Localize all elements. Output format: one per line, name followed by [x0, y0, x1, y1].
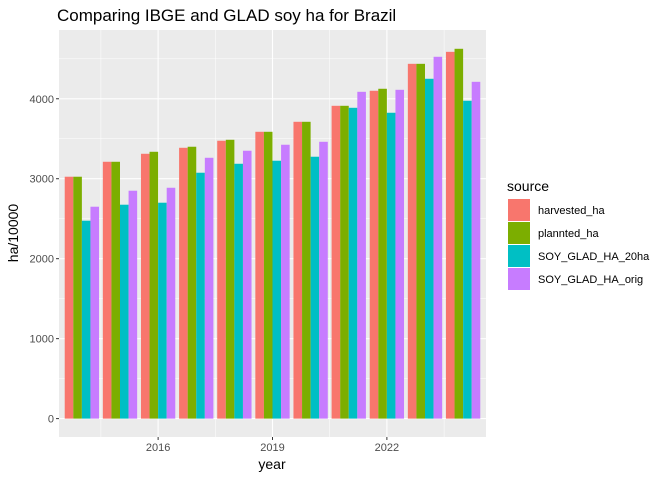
bar-soy-glad-ha-20ha	[196, 172, 205, 419]
bar-harvested-ha	[140, 153, 150, 419]
bar-harvested-ha	[179, 147, 188, 419]
bar-plannted-ha	[187, 146, 197, 419]
bar-soy-glad-ha-orig	[204, 157, 214, 419]
legend-label: SOY_GLAD_HA_orig	[538, 274, 643, 286]
y-tick-label: 3000	[30, 174, 54, 186]
bar-plannted-ha	[149, 151, 159, 419]
bar-plannted-ha	[340, 105, 349, 419]
bar-harvested-ha	[102, 161, 112, 419]
y-tick-label: 1000	[30, 334, 54, 346]
bar-soy-glad-ha-20ha	[348, 107, 358, 419]
legend-label: plannted_ha	[538, 228, 599, 240]
bar-plannted-ha	[111, 161, 120, 419]
bar-plannted-ha	[416, 63, 425, 419]
bar-soy-glad-ha-20ha	[386, 112, 396, 419]
bar-soy-glad-ha-20ha	[272, 160, 282, 419]
legend-key	[508, 222, 530, 244]
bar-harvested-ha	[445, 51, 455, 419]
x-tick-label: 2016	[146, 442, 170, 454]
y-tick-label: 0	[48, 414, 54, 426]
bar-soy-glad-ha-orig	[433, 56, 443, 419]
bar-soy-glad-ha-orig	[319, 141, 328, 419]
bar-harvested-ha	[293, 121, 303, 419]
legend-title: source	[507, 178, 549, 194]
legend-label: SOY_GLAD_HA_20ha	[538, 251, 650, 263]
y-tick-label: 4000	[30, 94, 54, 106]
bar-soy-glad-ha-20ha	[81, 220, 91, 419]
x-tick-label: 2022	[375, 442, 399, 454]
bar-plannted-ha	[378, 88, 387, 419]
bar-soy-glad-ha-20ha	[425, 78, 434, 419]
legend-key	[508, 245, 530, 267]
bar-harvested-ha	[369, 90, 379, 419]
bar-soy-glad-ha-orig	[166, 187, 176, 419]
bar-harvested-ha	[407, 63, 417, 419]
bar-soy-glad-ha-orig	[128, 190, 138, 419]
bar-soy-glad-ha-orig	[281, 144, 290, 419]
bar-plannted-ha	[302, 121, 311, 419]
bar-plannted-ha	[73, 176, 82, 419]
legend: source harvested_ha plannted_ha SOY_GLAD_H…	[507, 178, 650, 290]
x-axis-label: year	[258, 456, 286, 472]
bar-harvested-ha	[255, 131, 264, 419]
legend-key	[508, 268, 530, 290]
bar-soy-glad-ha-20ha	[158, 202, 167, 419]
bar-soy-glad-ha-orig	[471, 81, 481, 419]
bar-soy-glad-ha-orig	[242, 150, 252, 419]
y-tick-label: 2000	[30, 254, 54, 266]
legend-label: harvested_ha	[538, 205, 606, 217]
y-axis-label: ha/10000	[5, 204, 21, 263]
bar-soy-glad-ha-orig	[90, 206, 100, 419]
chart-title: Comparing IBGE and GLAD soy ha for Brazi…	[57, 6, 396, 25]
bar-plannted-ha	[225, 139, 235, 419]
bar-soy-glad-ha-orig	[357, 91, 366, 419]
legend-key	[508, 199, 530, 221]
bar-harvested-ha	[331, 105, 341, 419]
bar-plannted-ha	[263, 131, 273, 419]
bar-soy-glad-ha-orig	[395, 89, 405, 419]
x-tick-label: 2019	[260, 442, 284, 454]
bar-harvested-ha	[64, 176, 74, 419]
bar-soy-glad-ha-20ha	[310, 156, 320, 419]
bar-soy-glad-ha-20ha	[234, 163, 243, 419]
bar-harvested-ha	[217, 140, 226, 419]
bar-soy-glad-ha-20ha	[463, 100, 472, 419]
bar-plannted-ha	[454, 48, 464, 419]
bar-soy-glad-ha-20ha	[120, 204, 129, 419]
